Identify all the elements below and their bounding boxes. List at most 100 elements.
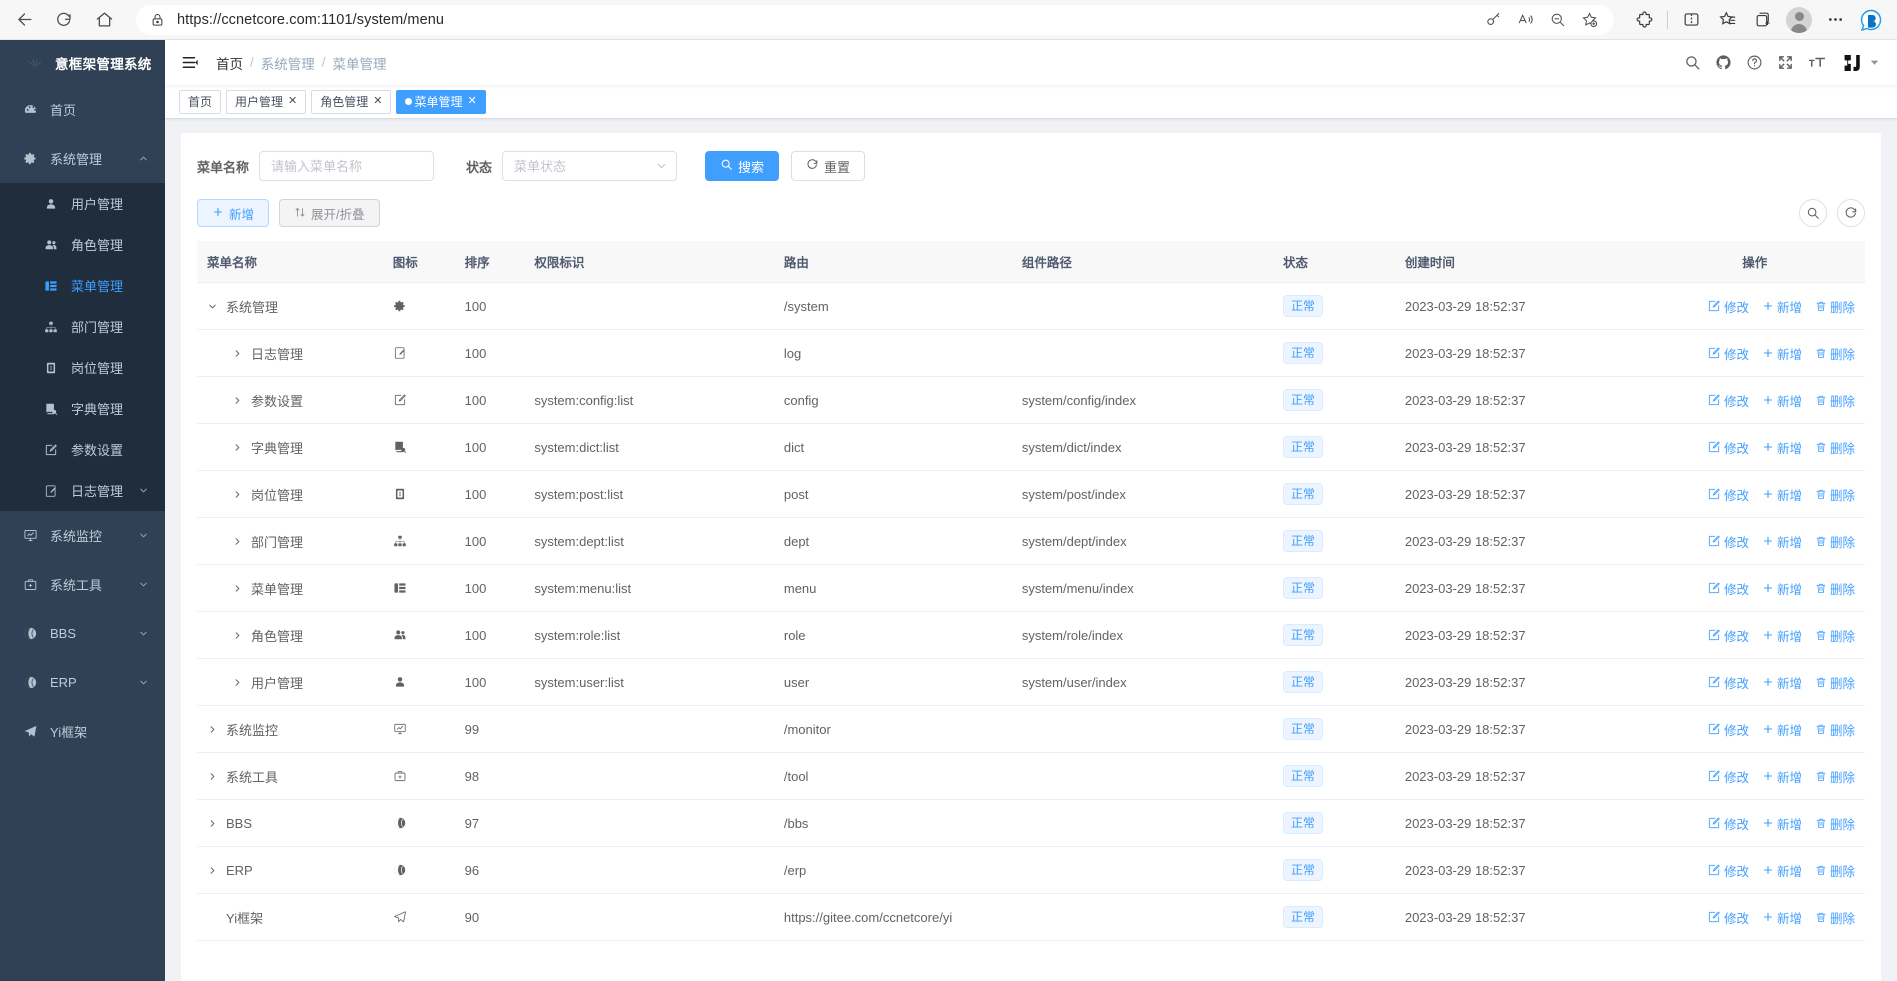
table-row[interactable]: Yi框架 90 https://gitee.com/ccnetcore/yi 正常 20…: [197, 893, 1865, 941]
delete-action-button[interactable]: 删除: [1815, 626, 1855, 645]
delete-action-button[interactable]: 删除: [1815, 297, 1855, 316]
table-row[interactable]: 部门管理 100 system:dept:list dept system/dept/i…: [197, 517, 1865, 565]
tab-home[interactable]: 首页: [179, 89, 222, 114]
table-row[interactable]: 用户管理 100 system:user:list user system/user/i…: [197, 658, 1865, 706]
reload-icon[interactable]: [46, 4, 82, 36]
table-row[interactable]: 日志管理 100 log 正常 2023-03-29 18:52:37 修改 新增 删除: [197, 329, 1865, 377]
font-size-icon[interactable]: [1808, 54, 1827, 71]
add-action-button[interactable]: 新增: [1762, 767, 1802, 786]
add-action-button[interactable]: 新增: [1762, 579, 1802, 598]
edit-action-button[interactable]: 修改: [1707, 908, 1749, 927]
table-row[interactable]: 系统管理 100/system 正常 2023-03-29 18:52:37 修改 新增 删…: [197, 282, 1865, 330]
close-icon[interactable]: ✕: [288, 95, 298, 107]
sidebar-item-menu-mgmt[interactable]: 菜单管理: [0, 265, 165, 306]
table-row[interactable]: BBS 97/bbs 正常 2023-03-29 18:52:37 修改 新增 删除: [197, 799, 1865, 847]
status-select-wrapper[interactable]: [502, 151, 678, 181]
sidebar-item-dept-mgmt[interactable]: 部门管理: [0, 306, 165, 347]
edit-action-button[interactable]: 修改: [1707, 297, 1749, 316]
table-row[interactable]: 系统工具 98/tool 正常 2023-03-29 18:52:37 修改 新增 删除: [197, 752, 1865, 800]
search-icon[interactable]: [1799, 199, 1827, 227]
edit-action-button[interactable]: 修改: [1707, 438, 1749, 457]
sidebar-item-system[interactable]: 系统管理: [0, 134, 165, 183]
chevron-right-icon[interactable]: [232, 442, 244, 453]
sidebar-item-home[interactable]: 首页: [0, 85, 165, 134]
sidebar-item-post-mgmt[interactable]: 岗位管理: [0, 347, 165, 388]
sidebar-item-user-mgmt[interactable]: 用户管理: [0, 183, 165, 224]
table-row[interactable]: 系统监控 99/monitor 正常 2023-03-29 18:52:37 修改 新增 删…: [197, 705, 1865, 753]
sidebar-item-log-mgmt[interactable]: 日志管理: [0, 470, 165, 511]
sidebar-item-param-settings[interactable]: 参数设置: [0, 429, 165, 470]
address-bar[interactable]: https://ccnetcore.com:1101/system/menu: [136, 4, 1614, 35]
extensions-icon[interactable]: [1628, 4, 1660, 36]
add-action-button[interactable]: 新增: [1762, 532, 1802, 551]
add-action-button[interactable]: 新增: [1762, 344, 1802, 363]
reset-button[interactable]: 重置: [791, 151, 866, 181]
sidebar-item-tools[interactable]: 系统工具: [0, 560, 165, 609]
add-action-button[interactable]: 新增: [1762, 861, 1802, 880]
delete-action-button[interactable]: 删除: [1815, 767, 1855, 786]
sidebar-item-dict-mgmt[interactable]: 字典管理: [0, 388, 165, 429]
chevron-right-icon[interactable]: [232, 489, 244, 500]
chevron-right-icon[interactable]: [207, 865, 219, 876]
table-row[interactable]: ERP 96/erp 正常 2023-03-29 18:52:37 修改 新增 删除: [197, 846, 1865, 894]
sidebar-item-yi-framework[interactable]: Yi框架: [0, 707, 165, 756]
help-icon[interactable]: [1746, 54, 1763, 71]
delete-action-button[interactable]: 删除: [1815, 814, 1855, 833]
delete-action-button[interactable]: 删除: [1815, 908, 1855, 927]
chevron-right-icon[interactable]: [232, 677, 244, 688]
add-action-button[interactable]: 新增: [1762, 626, 1802, 645]
delete-action-button[interactable]: 删除: [1815, 344, 1855, 363]
add-action-button[interactable]: 新增: [1762, 673, 1802, 692]
status-select[interactable]: [502, 151, 678, 181]
add-action-button[interactable]: 新增: [1762, 297, 1802, 316]
favorites-icon[interactable]: [1711, 4, 1743, 36]
delete-action-button[interactable]: 删除: [1815, 485, 1855, 504]
read-aloud-icon[interactable]: [1510, 7, 1540, 33]
edit-action-button[interactable]: 修改: [1707, 673, 1749, 692]
edit-action-button[interactable]: 修改: [1707, 814, 1749, 833]
chevron-down-icon[interactable]: [207, 301, 219, 312]
table-row[interactable]: 字典管理 100 system:dict:list dict system/dict/i…: [197, 423, 1865, 471]
collections-icon[interactable]: [1747, 4, 1779, 36]
search-icon[interactable]: [1684, 54, 1701, 71]
table-row[interactable]: 岗位管理 100 system:post:list post system/post/i…: [197, 470, 1865, 518]
expand-collapse-button[interactable]: 展开/折叠: [279, 199, 380, 227]
tab-role-mgmt[interactable]: 角色管理 ✕: [311, 89, 392, 114]
key-icon[interactable]: [1478, 7, 1508, 33]
delete-action-button[interactable]: 删除: [1815, 673, 1855, 692]
profile-icon[interactable]: [1783, 4, 1815, 36]
avatar[interactable]: [1841, 52, 1879, 74]
copilot-icon[interactable]: [1855, 4, 1887, 36]
table-row[interactable]: 参数设置 100 system:config:list config system/co…: [197, 376, 1865, 424]
add-action-button[interactable]: 新增: [1762, 814, 1802, 833]
sidebar-item-role-mgmt[interactable]: 角色管理: [0, 224, 165, 265]
edit-action-button[interactable]: 修改: [1707, 485, 1749, 504]
table-row[interactable]: 菜单管理 100 system:menu:list menu system/menu/i…: [197, 564, 1865, 612]
search-button[interactable]: 搜索: [705, 151, 780, 181]
settings-more-icon[interactable]: [1819, 4, 1851, 36]
edit-action-button[interactable]: 修改: [1707, 391, 1749, 410]
breadcrumb-item-home[interactable]: 首页: [216, 56, 243, 72]
edit-action-button[interactable]: 修改: [1707, 532, 1749, 551]
chevron-right-icon[interactable]: [232, 395, 244, 406]
delete-action-button[interactable]: 删除: [1815, 579, 1855, 598]
edit-action-button[interactable]: 修改: [1707, 861, 1749, 880]
add-action-button[interactable]: 新增: [1762, 438, 1802, 457]
edit-action-button[interactable]: 修改: [1707, 767, 1749, 786]
breadcrumb-item-system[interactable]: 系统管理: [260, 56, 315, 72]
zoom-out-icon[interactable]: [1542, 7, 1572, 33]
edit-action-button[interactable]: 修改: [1707, 720, 1749, 739]
github-icon[interactable]: [1715, 54, 1732, 71]
chevron-right-icon[interactable]: [232, 536, 244, 547]
add-action-button[interactable]: 新增: [1762, 485, 1802, 504]
split-screen-icon[interactable]: [1675, 4, 1707, 36]
tab-user-mgmt[interactable]: 用户管理 ✕: [226, 89, 307, 114]
table-row[interactable]: 角色管理 100 system:role:list role system/role/i…: [197, 611, 1865, 659]
delete-action-button[interactable]: 删除: [1815, 861, 1855, 880]
chevron-right-icon[interactable]: [207, 818, 219, 829]
home-icon[interactable]: [86, 4, 122, 36]
chevron-right-icon[interactable]: [207, 771, 219, 782]
sidebar-item-erp[interactable]: ERP: [0, 658, 165, 707]
add-action-button[interactable]: 新增: [1762, 720, 1802, 739]
fullscreen-icon[interactable]: [1777, 54, 1794, 71]
